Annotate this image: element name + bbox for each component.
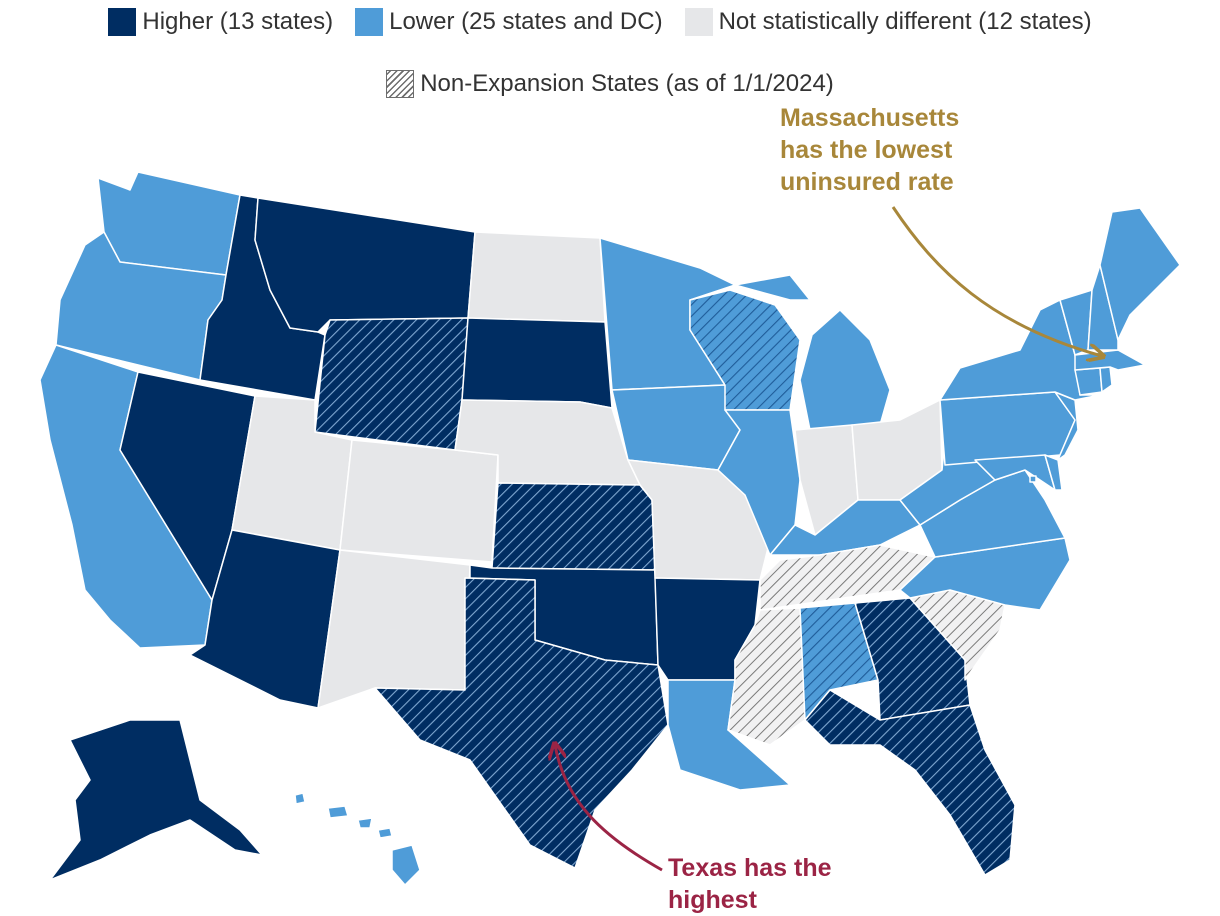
massachusetts-annotation-line-1: Massachusetts [780, 104, 960, 132]
legend-swatch-lower [355, 8, 384, 36]
state-fl [804, 689, 1016, 876]
legend-row-2: Non-Expansion States (as of 1/1/2024) [0, 70, 1220, 98]
legend-item-lower: Lower (25 states and DC) [355, 8, 663, 36]
texas-annotation: Texas has the highest [668, 852, 928, 916]
legend-label-not-different: Not statistically different (12 states) [718, 8, 1092, 35]
legend-swatch-not-different [684, 8, 713, 36]
legend-label-higher: Higher (13 states) [142, 8, 334, 35]
massachusetts-annotation-line-2: has the lowest [780, 136, 953, 164]
legend-item-higher: Higher (13 states) [108, 8, 333, 36]
state-ak [49, 719, 263, 881]
state-pa [939, 391, 1076, 466]
state-sd [461, 317, 613, 409]
state-nd [467, 231, 606, 323]
state-dc [1029, 475, 1037, 483]
state-tn [759, 544, 936, 611]
state-ia [611, 384, 741, 471]
massachusetts-annotation: Massachusetts has the lowest uninsured r… [780, 102, 1010, 198]
state-hi [294, 792, 421, 886]
texas-annotation-line-1: Texas has the [668, 854, 832, 882]
state-wy [314, 317, 469, 451]
state-tx [374, 577, 669, 869]
state-nm [317, 549, 471, 709]
massachusetts-annotation-line-3: uninsured rate [780, 168, 954, 196]
legend-item-non-expansion: Non-Expansion States (as of 1/1/2024) [386, 70, 834, 98]
state-nj [1054, 391, 1079, 461]
state-mi [734, 274, 891, 431]
legend-label-lower: Lower (25 states and DC) [389, 8, 663, 35]
texas-annotation-line-2: highest [668, 886, 757, 914]
state-co [339, 439, 499, 563]
state-de [1044, 454, 1063, 491]
state-ct [1074, 367, 1103, 396]
state-mt [254, 197, 476, 333]
state-ks [491, 482, 656, 571]
legend-swatch-non-expansion [386, 70, 415, 98]
massachusetts-arrow [891, 206, 1102, 356]
legend-item-not-different: Not statistically different (12 states) [684, 8, 1092, 36]
state-me [1099, 207, 1181, 341]
legend-swatch-higher [108, 8, 137, 36]
legend-row-1: Higher (13 states) Lower (25 states and … [0, 8, 1210, 36]
state-ri [1099, 366, 1113, 393]
state-shapes [39, 171, 1181, 886]
state-md [974, 454, 1056, 491]
state-nh [1087, 264, 1119, 351]
legend-label-non-expansion: Non-Expansion States (as of 1/1/2024) [420, 70, 834, 97]
state-al [799, 602, 879, 721]
state-ma [1074, 349, 1146, 371]
texas-arrow [555, 745, 663, 872]
